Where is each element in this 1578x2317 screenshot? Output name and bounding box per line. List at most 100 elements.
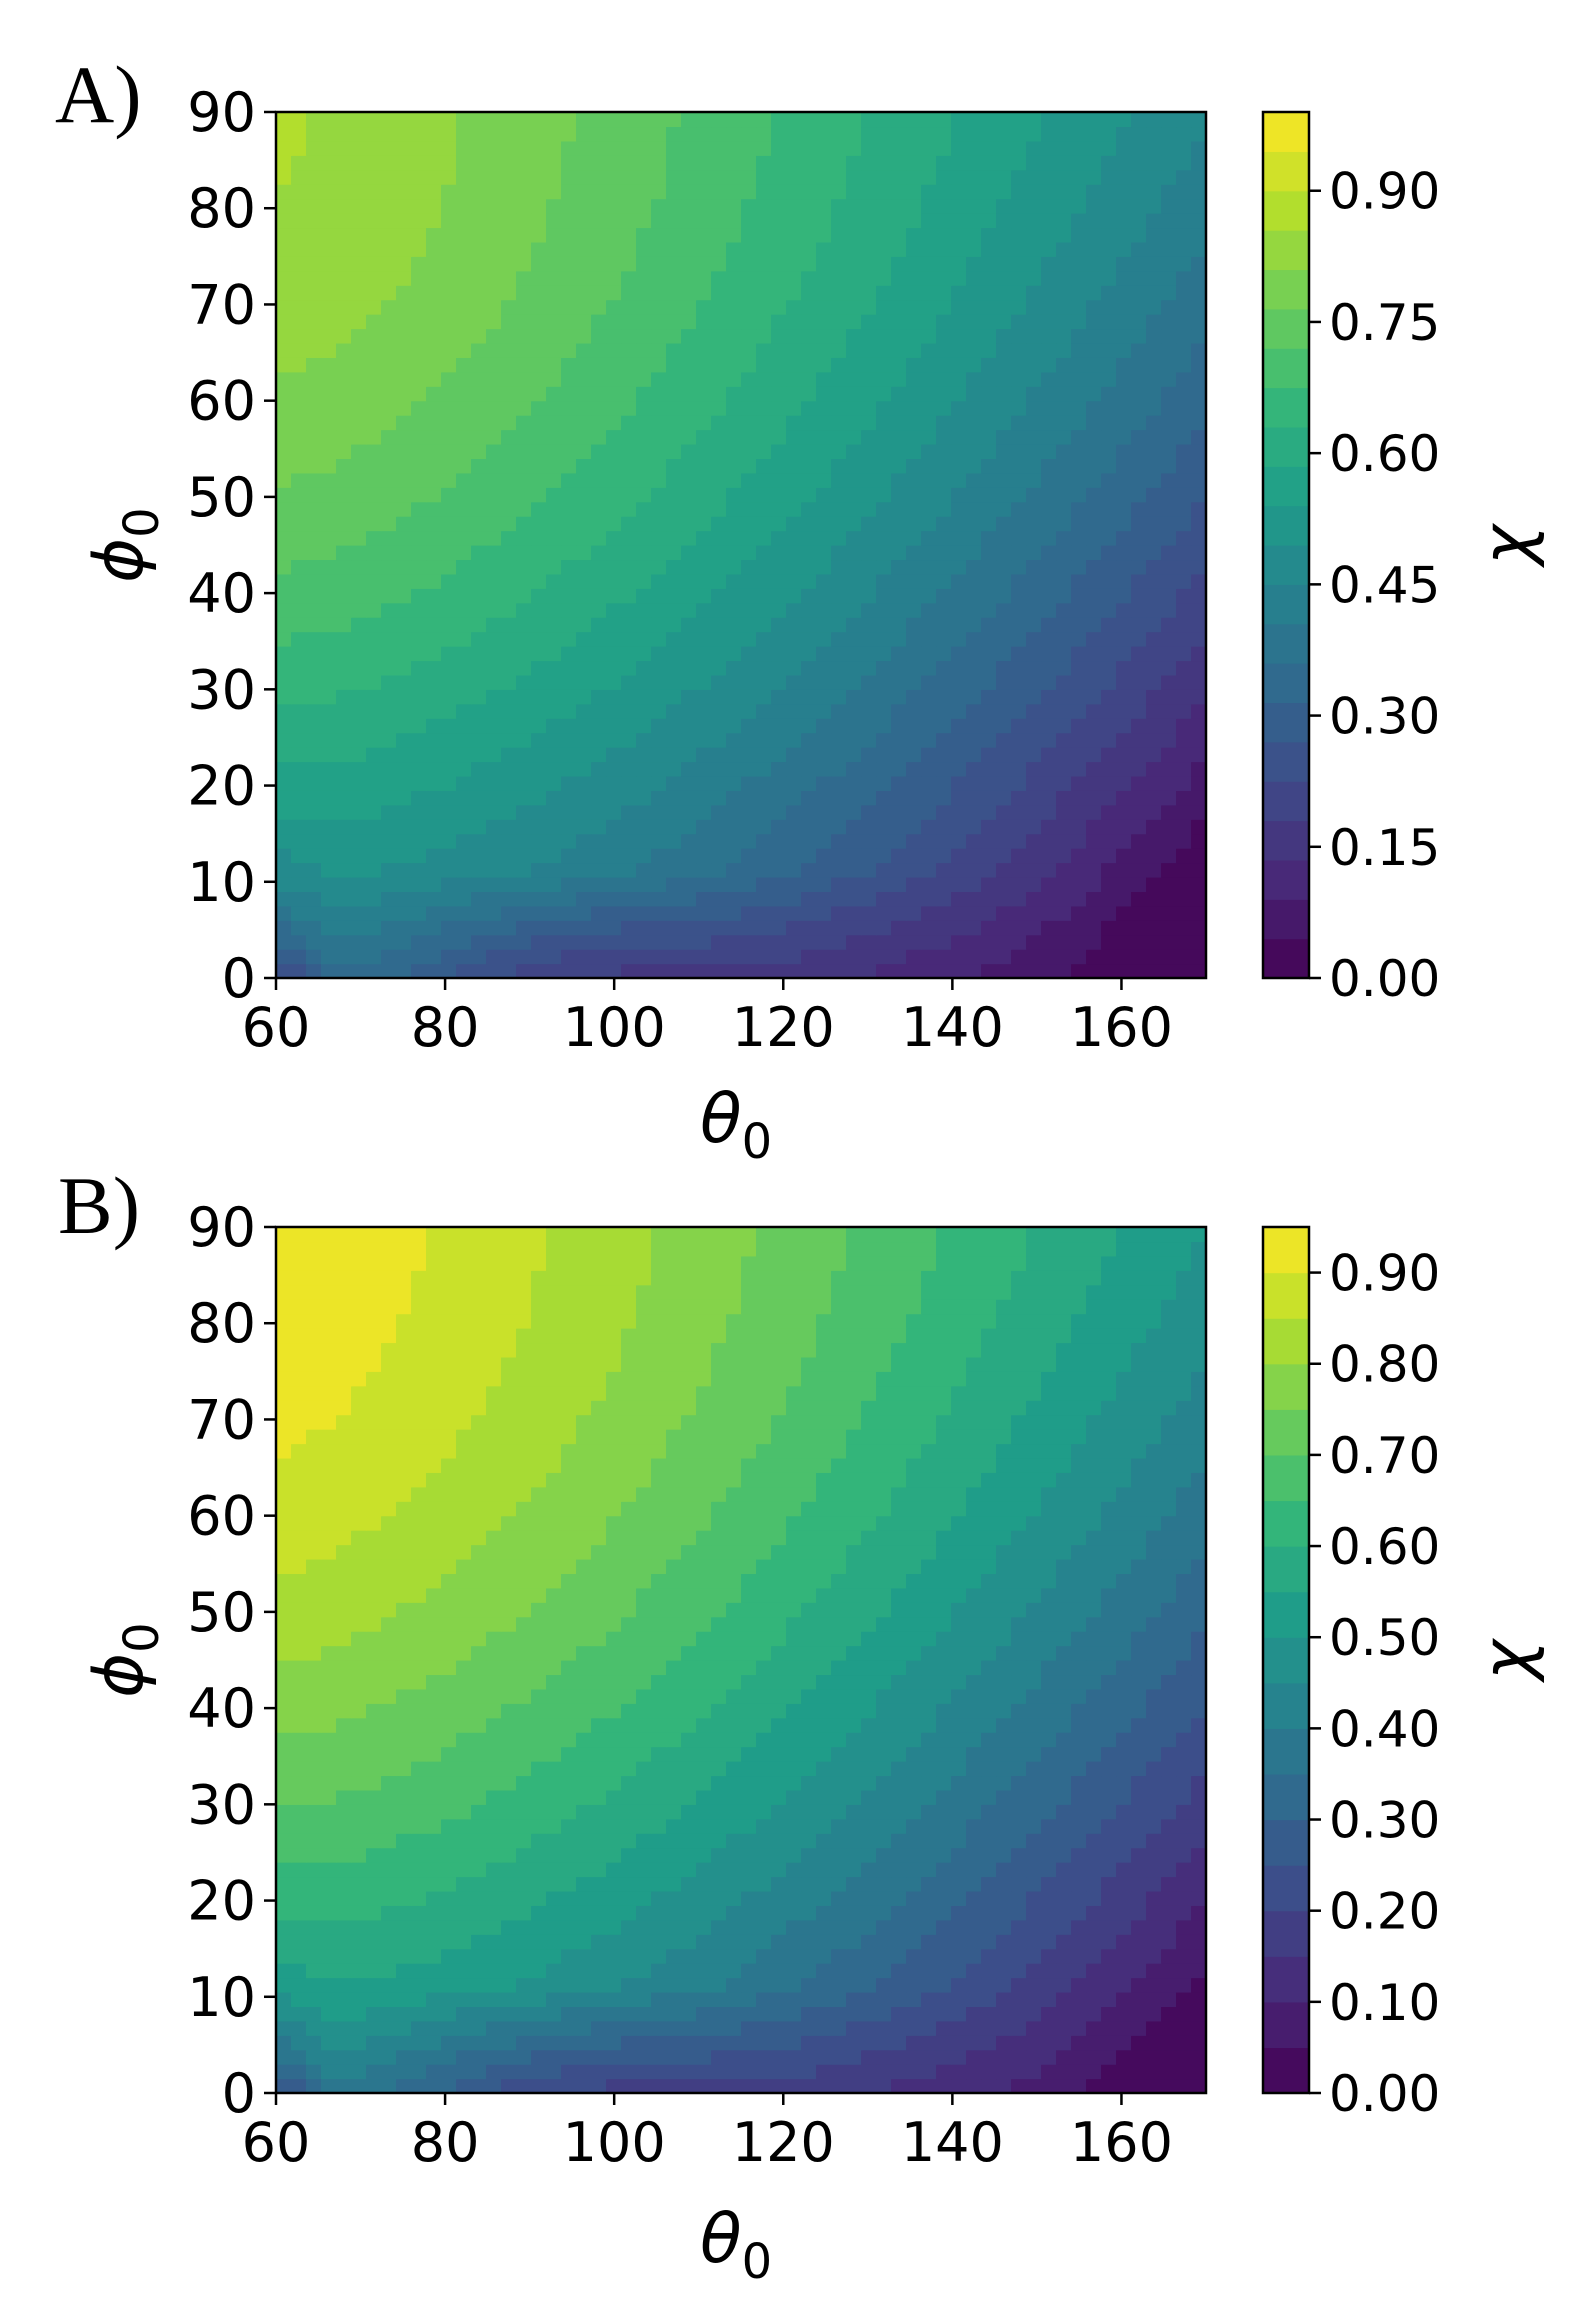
heatmap-cell (981, 949, 997, 965)
heatmap-cell (1011, 891, 1027, 907)
heatmap-cell (741, 487, 757, 503)
heatmap-cell (1026, 169, 1042, 185)
heatmap-cell (516, 1905, 532, 1921)
heatmap-cell (831, 617, 847, 633)
heatmap-cell (366, 790, 382, 806)
heatmap-cell (1026, 718, 1042, 734)
colorbar-band (1263, 663, 1309, 704)
heatmap-cell (951, 458, 967, 474)
heatmap-cell (276, 761, 292, 777)
heatmap-cell (471, 2006, 487, 2022)
heatmap-cell (981, 920, 997, 936)
heatmap-cell (726, 1890, 742, 1906)
heatmap-cell (576, 602, 592, 618)
heatmap-cell (696, 1948, 712, 1964)
heatmap-cell (666, 1977, 682, 1993)
heatmap-cell (621, 314, 637, 330)
heatmap-cell (501, 703, 517, 719)
heatmap-cell (861, 559, 877, 575)
heatmap-cell (1026, 184, 1042, 200)
heatmap-cell (276, 198, 292, 214)
heatmap-cell (966, 184, 982, 200)
heatmap-cell (696, 891, 712, 907)
heatmap-cell (411, 1991, 427, 2007)
heatmap-cell (1056, 761, 1072, 777)
heatmap-cell (1101, 891, 1117, 907)
heatmap-cell (321, 646, 337, 662)
heatmap-cell (801, 747, 817, 763)
heatmap-cell (786, 588, 802, 604)
heatmap-cell (801, 472, 817, 488)
heatmap-cell (1101, 213, 1117, 229)
heatmap-cell (996, 1862, 1012, 1878)
heatmap-cell (456, 775, 472, 791)
heatmap-cell (516, 328, 532, 344)
heatmap-cell (276, 949, 292, 965)
heatmap-cell (741, 819, 757, 835)
heatmap-cell (441, 400, 457, 416)
heatmap-cell (891, 646, 907, 662)
heatmap-cell (276, 1847, 292, 1863)
heatmap-cell (666, 169, 682, 185)
heatmap-cell (756, 761, 772, 777)
heatmap-cell (426, 328, 442, 344)
heatmap-cell (1026, 458, 1042, 474)
heatmap-cell (336, 342, 352, 358)
heatmap-cell (1161, 876, 1177, 892)
heatmap-cell (651, 357, 667, 373)
heatmap-cell (486, 775, 502, 791)
heatmap-cell (1026, 472, 1042, 488)
heatmap-cell (336, 169, 352, 185)
heatmap-cell (1176, 472, 1192, 488)
heatmap-cell (381, 2020, 397, 2036)
heatmap-cell (936, 934, 952, 950)
colorbar-band (1263, 387, 1309, 428)
heatmap-cell (711, 256, 727, 272)
heatmap-cell (501, 804, 517, 820)
heatmap-cell (576, 458, 592, 474)
heatmap-cell (351, 1948, 367, 1964)
heatmap-cell (726, 732, 742, 748)
heatmap-cell (681, 472, 697, 488)
heatmap-cell (666, 703, 682, 719)
heatmap-cell (936, 314, 952, 330)
heatmap-cell (831, 1876, 847, 1892)
heatmap-cell (1176, 256, 1192, 272)
heatmap-cell (1116, 126, 1132, 142)
heatmap-cell (591, 1833, 607, 1849)
heatmap-cell (621, 1919, 637, 1935)
heatmap-cell (276, 559, 292, 575)
heatmap-cell (981, 2035, 997, 2051)
heatmap-cell (996, 299, 1012, 315)
heatmap-cell (441, 804, 457, 820)
heatmap-cell (1146, 1948, 1162, 1964)
heatmap-cell (651, 660, 667, 676)
heatmap-cell (696, 1905, 712, 1921)
heatmap-cell (441, 184, 457, 200)
heatmap-cell (426, 530, 442, 546)
heatmap-cell (471, 833, 487, 849)
heatmap-cell (1101, 1818, 1117, 1834)
heatmap-cell (531, 718, 547, 734)
heatmap-cell (291, 400, 307, 416)
heatmap-cell (861, 819, 877, 835)
heatmap-cell (891, 1862, 907, 1878)
heatmap-cell (366, 443, 382, 459)
heatmap-cell (1116, 1876, 1132, 1892)
heatmap-cell (756, 949, 772, 965)
heatmap-cell (351, 1804, 367, 1820)
heatmap-cell (951, 2006, 967, 2022)
heatmap-cell (1041, 747, 1057, 763)
heatmap-cell (366, 530, 382, 546)
heatmap-cell (516, 342, 532, 358)
heatmap-cell (966, 891, 982, 907)
heatmap-cell (1056, 862, 1072, 878)
heatmap-cell (1101, 371, 1117, 387)
heatmap-cell (771, 833, 787, 849)
heatmap-cell (786, 328, 802, 344)
heatmap-cell (576, 674, 592, 690)
heatmap-cell (1161, 1833, 1177, 1849)
heatmap-cell (771, 1818, 787, 1834)
heatmap-cell (786, 1977, 802, 1993)
heatmap-cell (831, 501, 847, 517)
